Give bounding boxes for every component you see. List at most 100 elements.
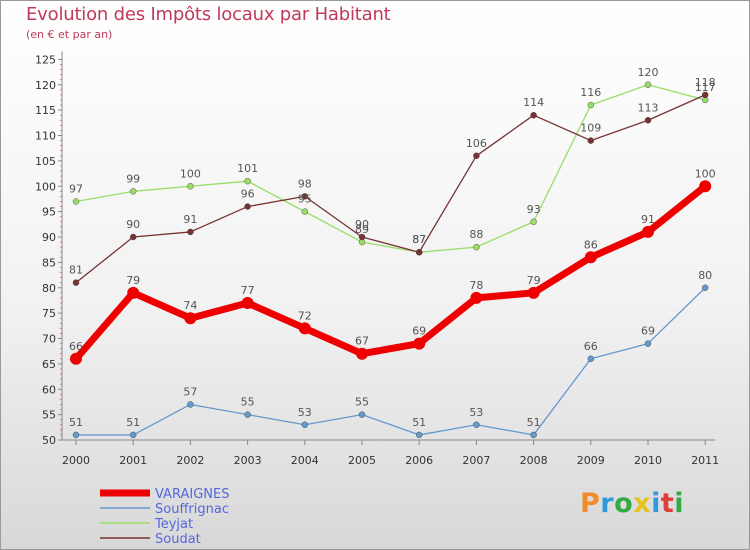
x-tick-label: 2008 bbox=[520, 454, 548, 467]
data-label: 69 bbox=[641, 325, 655, 338]
data-point bbox=[587, 355, 594, 362]
data-label: 101 bbox=[237, 162, 258, 175]
logo-letter: t bbox=[660, 488, 675, 519]
data-label: 51 bbox=[412, 416, 426, 429]
y-tick-label: 120 bbox=[35, 79, 56, 92]
data-point bbox=[473, 421, 480, 428]
y-tick-label: 105 bbox=[35, 155, 56, 168]
y-tick-label: 55 bbox=[42, 409, 56, 422]
data-point bbox=[530, 431, 537, 439]
data-point bbox=[644, 81, 652, 88]
data-point bbox=[358, 233, 366, 241]
data-label: 106 bbox=[466, 137, 487, 150]
data-label: 67 bbox=[355, 335, 369, 348]
data-label: 89 bbox=[355, 223, 369, 236]
legend-label: Teyjat bbox=[154, 517, 193, 532]
series-line-teyjat bbox=[75, 84, 706, 253]
data-label: 79 bbox=[527, 274, 541, 287]
y-tick-label: 80 bbox=[42, 282, 56, 295]
logo-letter: o bbox=[614, 488, 634, 519]
data-point bbox=[129, 233, 137, 241]
data-point bbox=[702, 91, 709, 99]
data-point bbox=[187, 183, 194, 190]
data-point bbox=[298, 322, 311, 335]
data-point bbox=[129, 188, 137, 195]
data-label: 113 bbox=[638, 101, 659, 114]
data-label: 88 bbox=[469, 228, 483, 241]
data-point bbox=[530, 218, 537, 225]
data-point bbox=[301, 208, 308, 215]
data-point bbox=[187, 401, 194, 408]
series-line-soudat bbox=[75, 94, 706, 284]
y-tick-label: 85 bbox=[42, 256, 56, 269]
x-tick-label: 2009 bbox=[577, 454, 605, 467]
x-tick-label: 2006 bbox=[405, 454, 433, 467]
data-point bbox=[241, 296, 254, 309]
data-label: 69 bbox=[412, 325, 426, 338]
data-label: 51 bbox=[527, 416, 541, 429]
data-point bbox=[644, 340, 652, 347]
logo-letter: i bbox=[674, 488, 685, 519]
data-label: 55 bbox=[241, 396, 255, 409]
data-label: 77 bbox=[241, 284, 255, 297]
data-point bbox=[416, 431, 423, 439]
data-label: 99 bbox=[126, 172, 140, 185]
y-tick-label: 65 bbox=[42, 358, 56, 371]
logo-letter: x bbox=[633, 488, 652, 519]
data-point bbox=[187, 228, 194, 236]
data-label: 87 bbox=[412, 233, 426, 246]
x-tick-label: 2001 bbox=[119, 454, 147, 467]
data-label: 74 bbox=[183, 299, 197, 312]
y-tick-label: 110 bbox=[35, 130, 56, 143]
data-label: 66 bbox=[69, 340, 83, 353]
data-label: 118 bbox=[695, 76, 716, 89]
x-tick-label: 2010 bbox=[634, 454, 662, 467]
data-label: 78 bbox=[469, 279, 483, 292]
data-point bbox=[473, 243, 480, 251]
legend-label: Soudat bbox=[155, 532, 201, 547]
data-label: 93 bbox=[527, 203, 541, 216]
data-label: 72 bbox=[298, 309, 312, 322]
data-label: 91 bbox=[183, 213, 197, 226]
logo-letter: r bbox=[600, 488, 615, 519]
data-point bbox=[301, 193, 308, 200]
logo-letter: i bbox=[651, 488, 661, 519]
data-point bbox=[530, 111, 537, 119]
y-tick-label: 100 bbox=[35, 180, 56, 193]
y-tick-label: 50 bbox=[42, 434, 56, 447]
data-point bbox=[587, 101, 594, 109]
y-tick-label: 115 bbox=[35, 104, 56, 117]
x-tick-label: 2004 bbox=[291, 454, 319, 467]
x-tick-label: 2002 bbox=[176, 454, 204, 467]
chart-subtitle: (en € et par an) bbox=[26, 28, 113, 41]
data-label: 97 bbox=[69, 182, 83, 195]
data-point bbox=[244, 411, 251, 418]
data-label: 90 bbox=[355, 218, 369, 231]
data-point bbox=[127, 286, 140, 299]
data-label: 57 bbox=[183, 385, 197, 398]
data-point bbox=[129, 431, 137, 439]
data-point bbox=[184, 312, 197, 325]
data-point bbox=[473, 152, 480, 160]
data-label: 90 bbox=[126, 218, 140, 231]
data-label: 80 bbox=[698, 269, 712, 282]
data-point bbox=[527, 286, 540, 299]
data-point bbox=[699, 180, 712, 193]
data-label: 51 bbox=[69, 416, 83, 429]
data-label: 79 bbox=[126, 274, 140, 287]
data-label: 120 bbox=[638, 66, 659, 79]
data-point bbox=[416, 249, 423, 256]
data-point bbox=[644, 117, 652, 124]
data-label: 96 bbox=[241, 188, 255, 201]
legend-label: Souffrignac bbox=[155, 502, 229, 517]
y-tick-label: 95 bbox=[42, 206, 56, 219]
x-tick-label: 2005 bbox=[348, 454, 376, 467]
data-point bbox=[301, 421, 308, 428]
y-tick-label: 75 bbox=[42, 307, 56, 320]
data-label: 81 bbox=[69, 264, 83, 277]
y-tick-label: 70 bbox=[42, 333, 56, 346]
data-point bbox=[356, 347, 368, 360]
legend-label: VARAIGNES bbox=[155, 487, 229, 502]
proxiti-logo: Proxiti bbox=[580, 488, 684, 519]
